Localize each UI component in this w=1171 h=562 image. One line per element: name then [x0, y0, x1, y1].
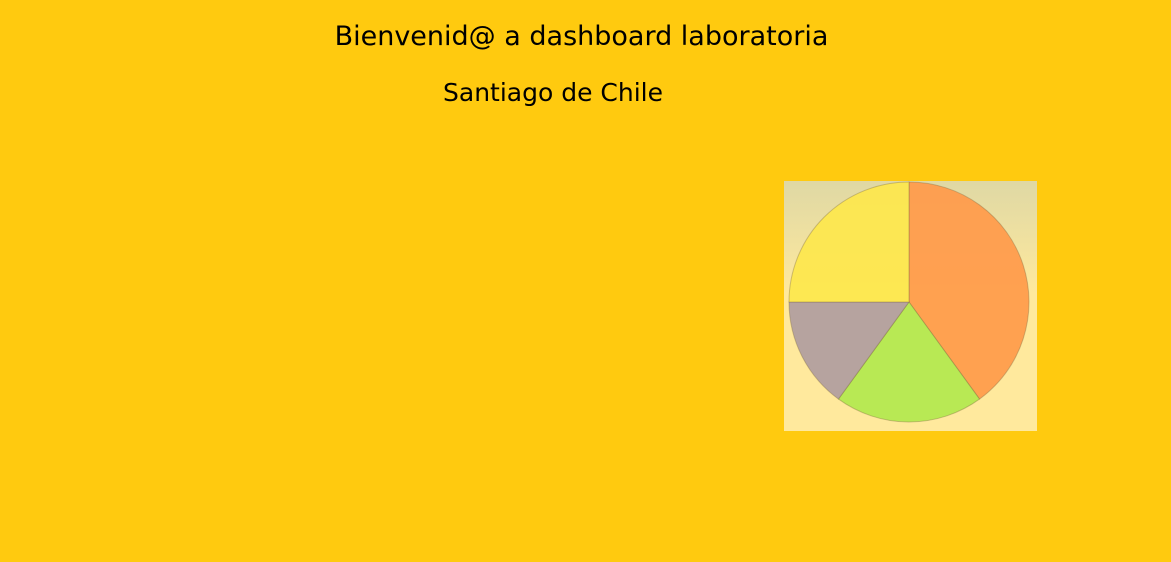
page-subtitle: Santiago de Chile — [443, 78, 663, 107]
page-title: Bienvenid@ a dashboard laboratoria — [334, 21, 829, 52]
pie-chart-panel — [784, 181, 1037, 431]
pie-chart — [788, 181, 1030, 423]
pie-slice-3 — [788, 301, 910, 400]
pie-slice-2 — [837, 301, 981, 423]
pie-slice-4 — [788, 181, 910, 303]
pie-slice-1 — [908, 181, 1030, 400]
